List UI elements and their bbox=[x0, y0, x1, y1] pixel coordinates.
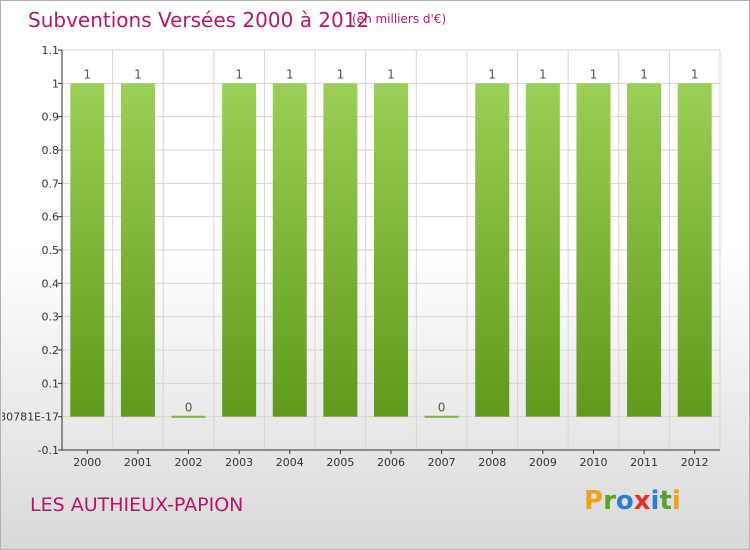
y-tick-label: 1.1 bbox=[42, 44, 60, 57]
data-label-2009: 1 bbox=[539, 67, 547, 81]
x-tick-label-2001: 2001 bbox=[124, 456, 152, 469]
y-tick-label: -0.1 bbox=[38, 444, 59, 457]
y-tick-label: 0.5 bbox=[42, 244, 60, 257]
bar-2003 bbox=[222, 83, 257, 417]
x-tick-label-2007: 2007 bbox=[428, 456, 456, 469]
logo-letter: i bbox=[671, 486, 681, 516]
y-tick-label: 1.387778780781E-17 bbox=[0, 411, 59, 424]
data-label-2011: 1 bbox=[640, 67, 648, 81]
data-label-2007: 0 bbox=[438, 401, 446, 415]
y-tick-label: 0.8 bbox=[42, 144, 60, 157]
data-label-2008: 1 bbox=[488, 67, 496, 81]
x-tick-label-2008: 2008 bbox=[478, 456, 506, 469]
bar-2012 bbox=[677, 83, 712, 417]
logo-letter: t bbox=[659, 486, 672, 516]
bar-2006 bbox=[374, 83, 408, 417]
x-tick-label-2010: 2010 bbox=[579, 456, 607, 469]
chart-title: Subventions Versées 2000 à 2012 bbox=[28, 8, 370, 32]
axes bbox=[58, 49, 720, 454]
y-tick-label: 0.3 bbox=[42, 311, 60, 324]
bar-2007 bbox=[424, 415, 459, 418]
data-label-2003: 1 bbox=[235, 67, 243, 81]
chart-unit: (en milliers d'€) bbox=[352, 12, 447, 26]
y-tick-label: 0.9 bbox=[42, 111, 60, 124]
data-label-2005: 1 bbox=[337, 67, 345, 81]
y-tick-label: 0.1 bbox=[42, 377, 60, 390]
x-tick-label-2004: 2004 bbox=[276, 456, 304, 469]
data-label-2012: 1 bbox=[691, 67, 699, 81]
bar-2004 bbox=[272, 83, 307, 417]
bars bbox=[70, 83, 712, 418]
logo-letter: r bbox=[603, 486, 616, 516]
y-tick-label: 0.6 bbox=[42, 211, 60, 224]
data-label-2004: 1 bbox=[286, 67, 294, 81]
data-label-2000: 1 bbox=[83, 67, 91, 81]
x-tick-label-2009: 2009 bbox=[529, 456, 557, 469]
data-label-2010: 1 bbox=[590, 67, 598, 81]
labels: -0.1 1.387778780781E-17 0.1 0.2 0.3 0.4 0.5 0.6… bbox=[0, 44, 709, 469]
logo-letter: x bbox=[633, 486, 651, 516]
data-label-2006: 1 bbox=[387, 67, 395, 81]
y-tick-label: 0.7 bbox=[42, 177, 60, 190]
logo-letter: o bbox=[615, 486, 634, 516]
bar-2009 bbox=[525, 83, 560, 417]
x-tick-label-2003: 2003 bbox=[225, 456, 253, 469]
bar-2001 bbox=[120, 83, 155, 417]
bar-2005 bbox=[323, 83, 358, 417]
logo-letter: P bbox=[584, 486, 604, 516]
logo-letter: i bbox=[650, 486, 660, 516]
commune-name: LES AUTHIEUX-PAPION bbox=[30, 494, 244, 516]
data-label-2001: 1 bbox=[134, 67, 142, 81]
bar-2000 bbox=[70, 83, 105, 417]
bar-2011 bbox=[627, 83, 662, 417]
y-tick-label: 1 bbox=[52, 77, 59, 90]
x-tick-label-2002: 2002 bbox=[175, 456, 203, 469]
x-tick-label-2011: 2011 bbox=[630, 456, 658, 469]
proxiti-logo: Proxiti bbox=[584, 486, 681, 516]
bar-2010 bbox=[576, 83, 611, 417]
y-tick-label: 0.2 bbox=[42, 344, 60, 357]
x-tick-label-2005: 2005 bbox=[326, 456, 354, 469]
x-tick-label-2000: 2000 bbox=[73, 456, 101, 469]
x-tick-label-2012: 2012 bbox=[681, 456, 709, 469]
data-label-2002: 0 bbox=[185, 401, 193, 415]
bar-2002 bbox=[171, 415, 206, 418]
bar-2008 bbox=[475, 83, 510, 417]
y-tick-label: 0.4 bbox=[42, 277, 60, 290]
x-tick-label-2006: 2006 bbox=[377, 456, 405, 469]
